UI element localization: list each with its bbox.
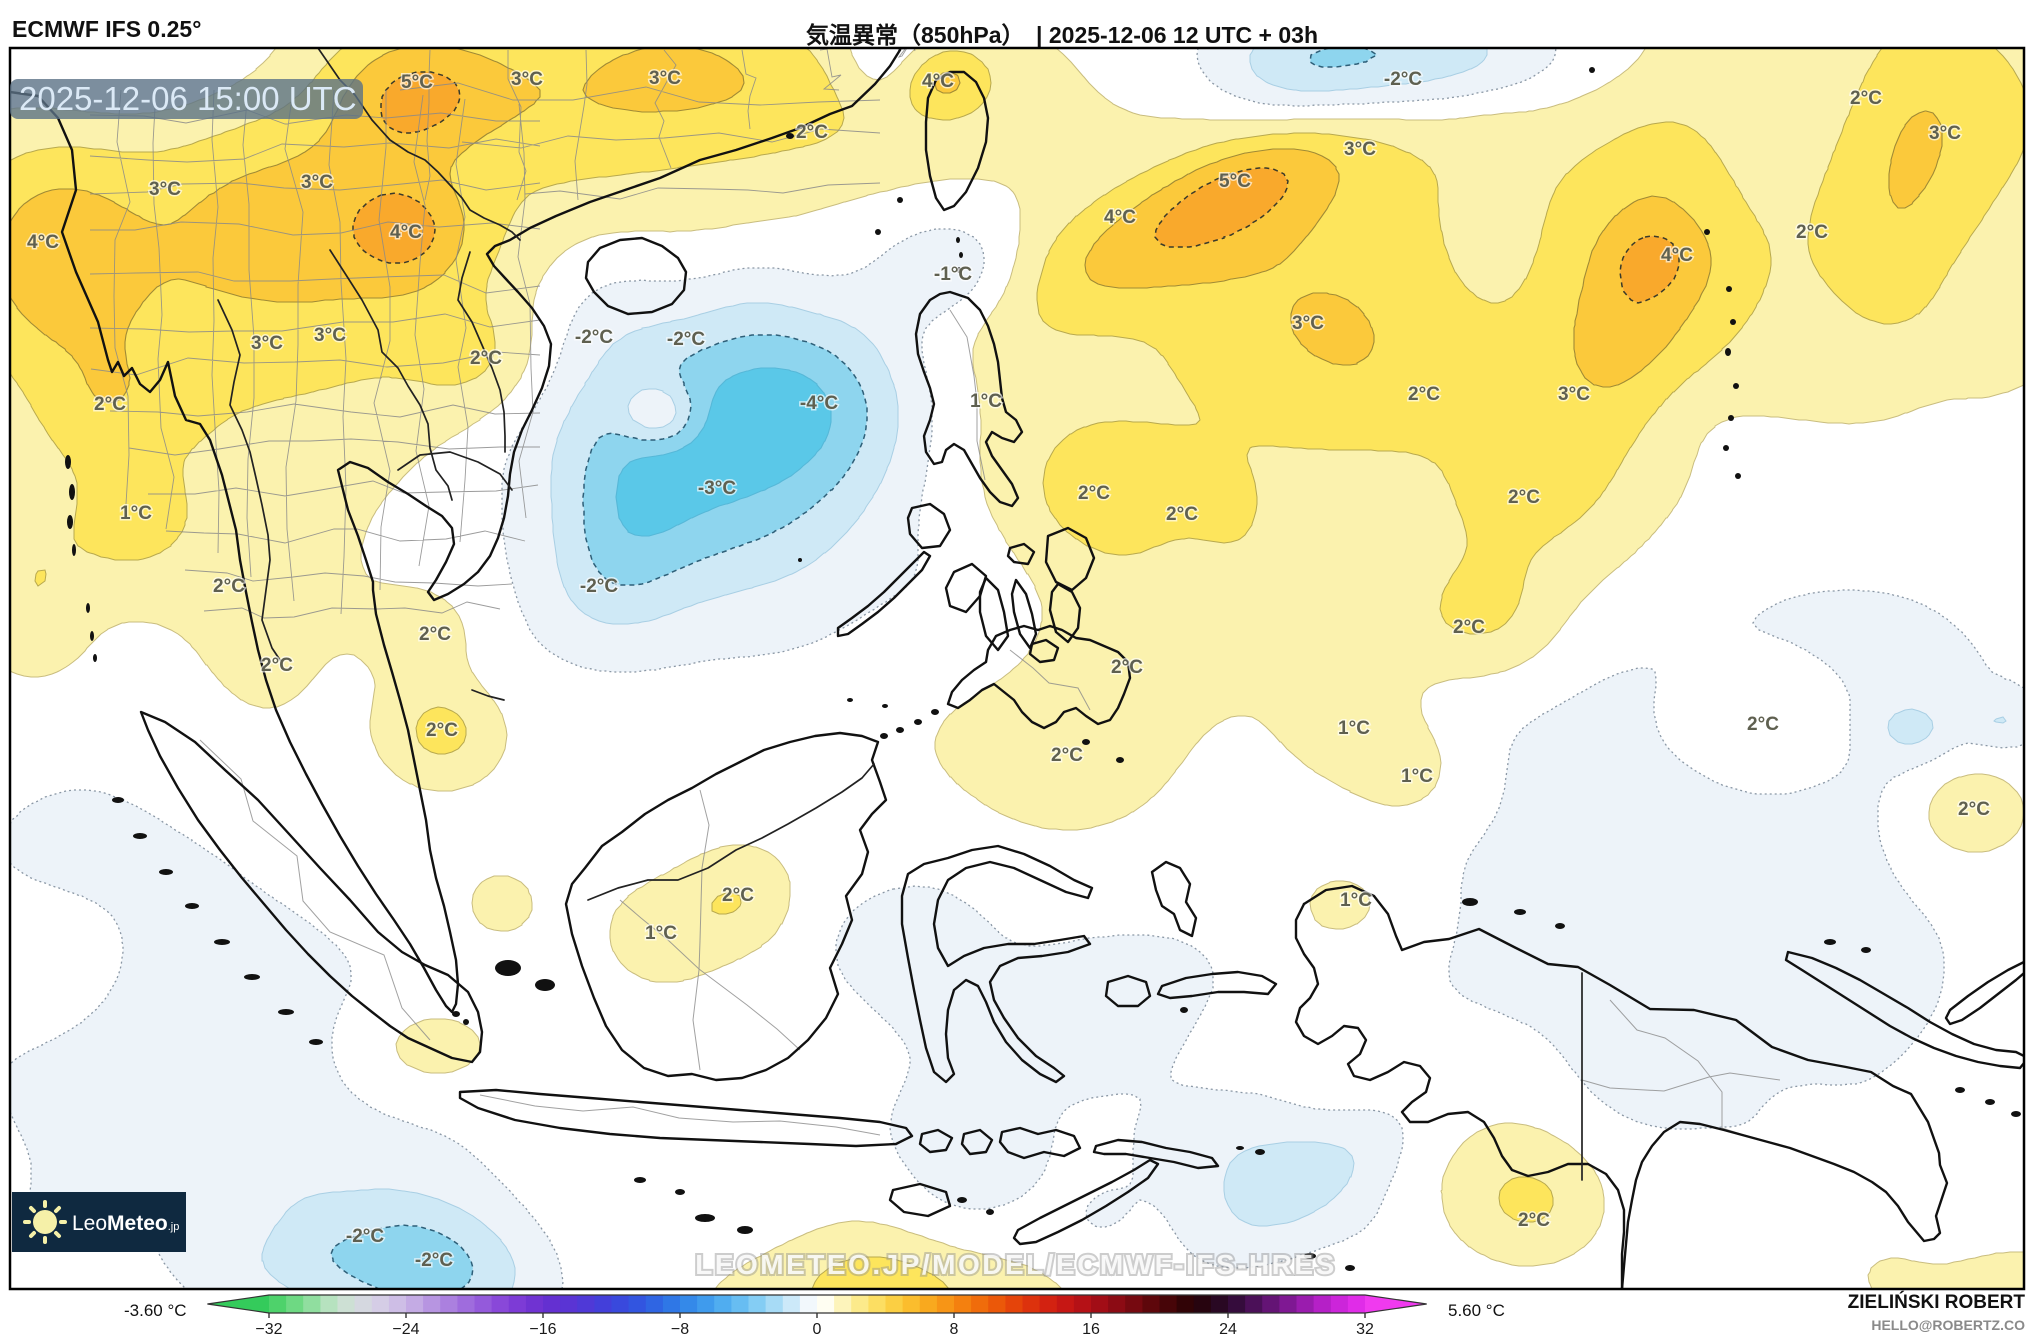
svg-text:4°C: 4°C bbox=[27, 232, 59, 253]
svg-text:24: 24 bbox=[1219, 1321, 1237, 1338]
svg-text:2°C: 2°C bbox=[426, 720, 458, 741]
svg-text:3°C: 3°C bbox=[649, 68, 681, 89]
svg-text:16: 16 bbox=[1082, 1321, 1100, 1338]
svg-text:2°C: 2°C bbox=[1078, 483, 1110, 504]
svg-text:2°C: 2°C bbox=[1850, 88, 1882, 109]
svg-text:3°C: 3°C bbox=[149, 179, 181, 200]
svg-text:4°C: 4°C bbox=[1104, 207, 1136, 228]
svg-text:4°C: 4°C bbox=[922, 71, 954, 92]
svg-text:-1°C: -1°C bbox=[934, 264, 972, 285]
svg-text:4°C: 4°C bbox=[390, 222, 422, 243]
svg-text:2°C: 2°C bbox=[1453, 617, 1485, 638]
svg-text:1°C: 1°C bbox=[1401, 766, 1433, 787]
svg-text:2°C: 2°C bbox=[1111, 657, 1143, 678]
svg-text:-2°C: -2°C bbox=[346, 1226, 384, 1247]
svg-text:2°C: 2°C bbox=[213, 576, 245, 597]
svg-text:2°C: 2°C bbox=[94, 394, 126, 415]
svg-text:2°C: 2°C bbox=[419, 624, 451, 645]
svg-text:2°C: 2°C bbox=[1518, 1210, 1550, 1231]
svg-text:-2°C: -2°C bbox=[1384, 69, 1422, 90]
svg-text:-4°C: -4°C bbox=[800, 393, 838, 414]
svg-text:1°C: 1°C bbox=[645, 923, 677, 944]
svg-text:2°C: 2°C bbox=[1408, 384, 1440, 405]
svg-text:3°C: 3°C bbox=[1344, 139, 1376, 160]
svg-text:2°C: 2°C bbox=[470, 348, 502, 369]
svg-text:−16: −16 bbox=[529, 1321, 556, 1338]
svg-text:3°C: 3°C bbox=[511, 69, 543, 90]
svg-text:5°C: 5°C bbox=[1219, 171, 1251, 192]
svg-text:5°C: 5°C bbox=[401, 72, 433, 93]
svg-text:−32: −32 bbox=[255, 1321, 282, 1338]
svg-text:32: 32 bbox=[1356, 1321, 1374, 1338]
svg-text:2°C: 2°C bbox=[796, 122, 828, 143]
svg-text:2°C: 2°C bbox=[1508, 487, 1540, 508]
svg-text:3°C: 3°C bbox=[1292, 313, 1324, 334]
svg-text:-2°C: -2°C bbox=[575, 327, 613, 348]
svg-text:1°C: 1°C bbox=[1340, 890, 1372, 911]
svg-text:-2°C: -2°C bbox=[415, 1250, 453, 1271]
svg-text:0: 0 bbox=[813, 1321, 822, 1338]
svg-text:−8: −8 bbox=[671, 1321, 689, 1338]
svg-text:2°C: 2°C bbox=[722, 885, 754, 906]
svg-text:LeoMeteo.jp: LeoMeteo.jp bbox=[72, 1212, 179, 1235]
svg-text:4°C: 4°C bbox=[1661, 245, 1693, 266]
svg-text:1°C: 1°C bbox=[1338, 718, 1370, 739]
svg-text:LEOMETEO.JP/MODEL/ECMWF-IFS-HR: LEOMETEO.JP/MODEL/ECMWF-IFS-HRES bbox=[695, 1249, 1337, 1280]
svg-text:2°C: 2°C bbox=[1796, 222, 1828, 243]
svg-text:-2°C: -2°C bbox=[580, 576, 618, 597]
svg-text:2°C: 2°C bbox=[1747, 714, 1779, 735]
svg-text:8: 8 bbox=[950, 1321, 959, 1338]
svg-text:1°C: 1°C bbox=[970, 391, 1002, 412]
svg-text:1°C: 1°C bbox=[120, 503, 152, 524]
svg-text:3°C: 3°C bbox=[251, 333, 283, 354]
svg-text:3°C: 3°C bbox=[301, 172, 333, 193]
svg-text:−24: −24 bbox=[392, 1321, 419, 1338]
svg-text:-3°C: -3°C bbox=[698, 478, 736, 499]
svg-text:2025-12-06 15:00 UTC: 2025-12-06 15:00 UTC bbox=[19, 80, 357, 117]
svg-text:3°C: 3°C bbox=[1929, 123, 1961, 144]
svg-text:3°C: 3°C bbox=[1558, 384, 1590, 405]
svg-text:3°C: 3°C bbox=[314, 325, 346, 346]
svg-text:2°C: 2°C bbox=[1958, 799, 1990, 820]
svg-text:2°C: 2°C bbox=[261, 655, 293, 676]
svg-text:-2°C: -2°C bbox=[667, 329, 705, 350]
svg-text:2°C: 2°C bbox=[1051, 745, 1083, 766]
svg-text:2°C: 2°C bbox=[1166, 504, 1198, 525]
